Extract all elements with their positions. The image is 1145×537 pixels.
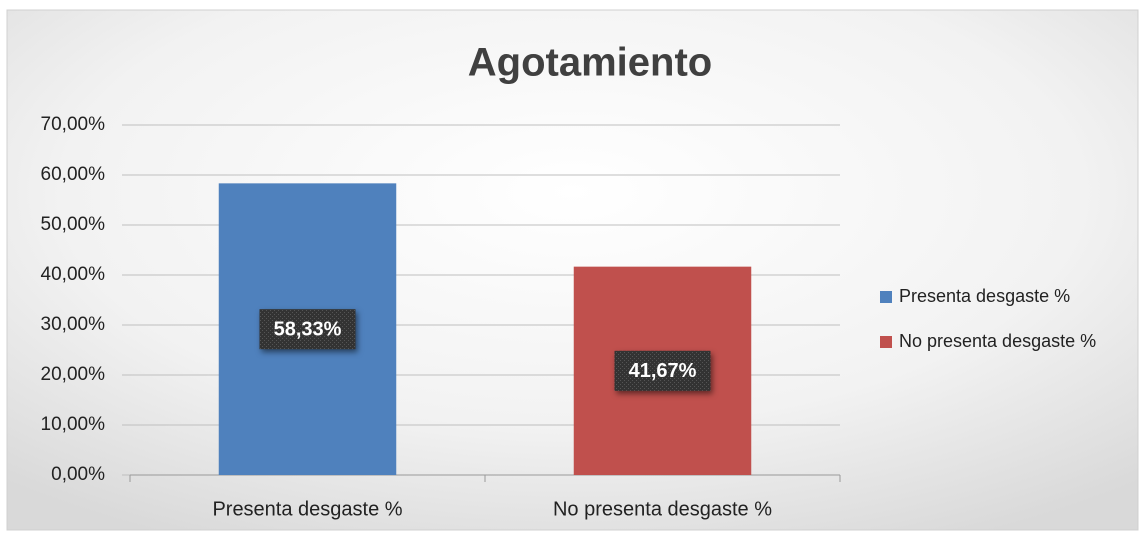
y-tick-label: 10,00% <box>41 414 106 435</box>
y-tick-label: 60,00% <box>41 164 106 185</box>
legend-swatch <box>880 336 892 348</box>
legend-swatch <box>880 291 892 303</box>
chart-title: Agotamiento <box>468 41 712 85</box>
chart-background <box>6 9 1139 531</box>
data-label: 41,67% <box>629 360 697 382</box>
y-tick-label: 40,00% <box>41 264 106 285</box>
data-label: 58,33% <box>274 318 342 340</box>
data-label-box <box>614 350 711 391</box>
y-tick-label: 30,00% <box>41 314 106 335</box>
y-tick-label: 50,00% <box>41 214 106 235</box>
x-tick-label: No presenta desgaste % <box>553 498 772 520</box>
legend-label: Presenta desgaste % <box>899 286 1070 306</box>
legend-label: No presenta desgaste % <box>899 331 1096 351</box>
y-tick-label: 20,00% <box>41 364 106 385</box>
x-tick-label: Presenta desgaste % <box>212 498 402 520</box>
y-tick-label: 0,00% <box>51 464 105 485</box>
data-label-box <box>259 309 356 350</box>
y-tick-label: 70,00% <box>41 114 106 135</box>
